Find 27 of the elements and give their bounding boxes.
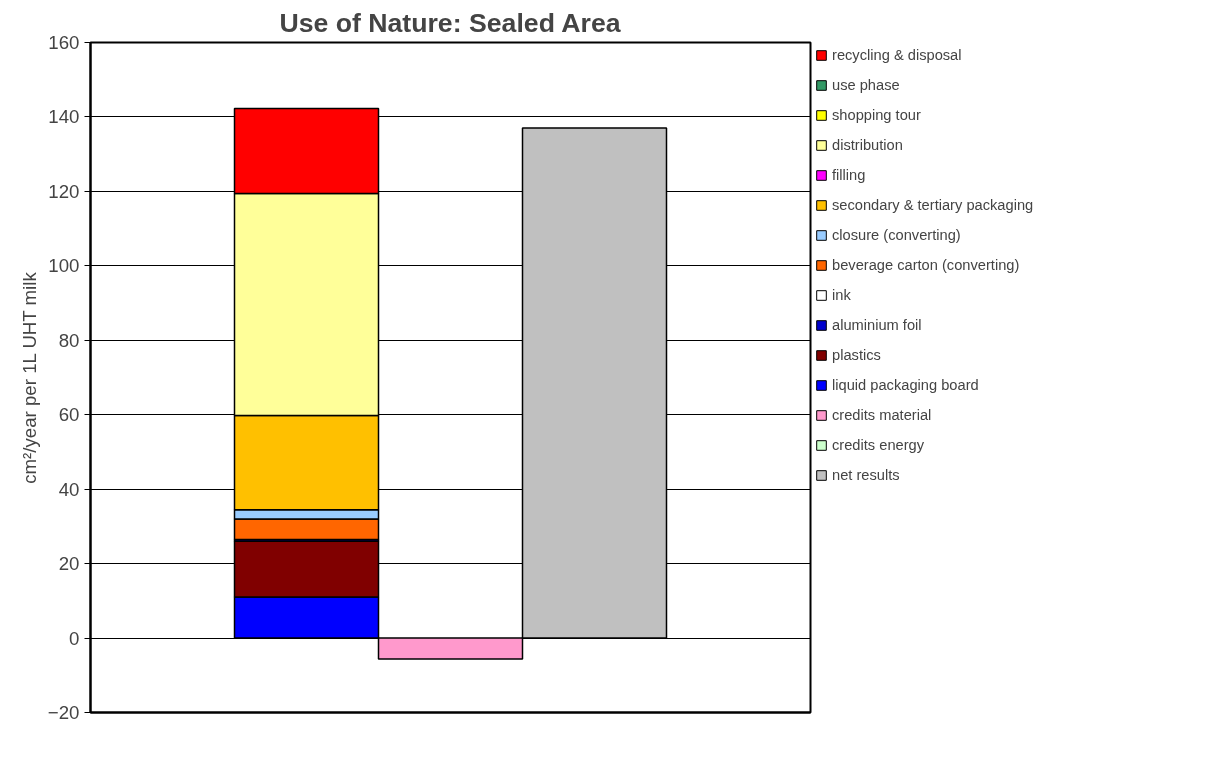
y-tick-label: 100 <box>48 255 80 277</box>
y-tick-label: 160 <box>48 32 80 53</box>
legend-label: closure (converting) <box>832 227 961 243</box>
legend-label: net results <box>832 467 900 483</box>
legend-label: credits energy <box>832 437 925 453</box>
y-tick-label: 20 <box>58 553 80 575</box>
y-axis-title: cm²/year per 1L UHT milk <box>18 271 40 484</box>
legend-label: credits material <box>832 407 932 423</box>
y-tick-label: 60 <box>58 404 80 426</box>
y-tick-label: 80 <box>58 329 80 351</box>
legend-label: distribution <box>832 137 903 153</box>
legend-label: secondary & tertiary packaging <box>832 197 1034 213</box>
y-tick-label: 40 <box>58 478 80 500</box>
y-tick-label: 0 <box>69 627 80 649</box>
legend-label: shopping tour <box>832 107 921 123</box>
legend-label: beverage carton (converting) <box>832 257 1020 273</box>
legend-label: liquid packaging board <box>832 377 979 393</box>
y-tick-label: 120 <box>48 180 80 202</box>
y-tick-label: 140 <box>48 106 80 128</box>
legend-label: recycling & disposal <box>832 47 962 63</box>
legend-label: aluminium foil <box>832 317 922 333</box>
chart-title: Use of Nature: Sealed Area <box>279 7 621 38</box>
legend-label: filling <box>832 167 866 183</box>
legend-label: ink <box>832 287 852 303</box>
y-tick-label: −20 <box>47 702 80 723</box>
legend-label: use phase <box>832 77 900 93</box>
legend-label: plastics <box>832 347 881 363</box>
